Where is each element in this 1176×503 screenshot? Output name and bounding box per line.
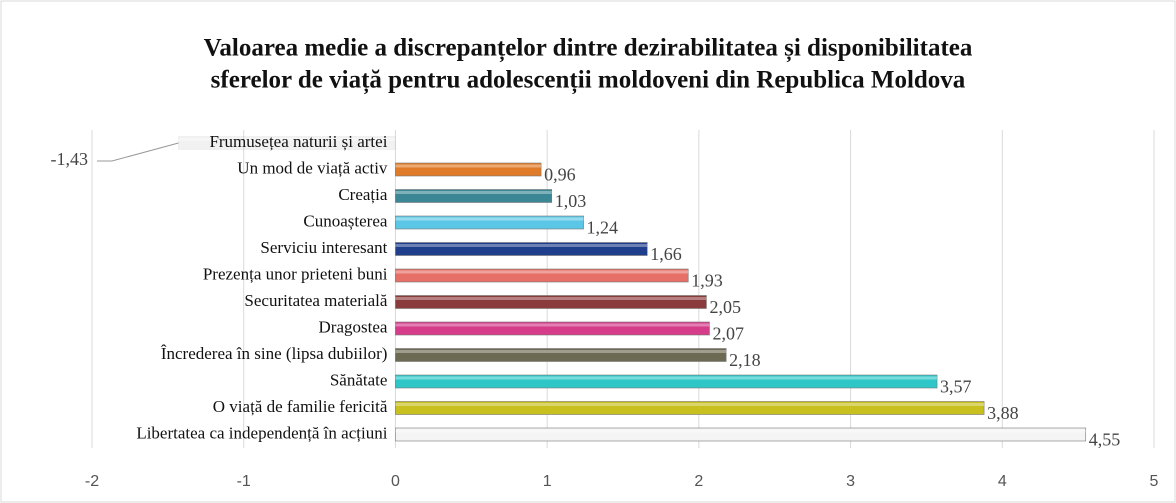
category-label: Creația [338,185,388,204]
x-tick-label: -1 [237,473,251,490]
category-label: Securitatea materială [244,291,387,310]
bar [395,162,542,177]
x-tick-label: 0 [391,473,400,490]
category-label: Serviciu interesant [260,238,387,257]
bar [395,215,584,230]
x-tick-label: 3 [846,473,855,490]
bar-highlight [395,350,727,353]
category-label: Încrederea în sine (lipsa dubiilor) [161,344,388,363]
value-label: -1,43 [51,149,89,169]
category-label: Dragostea [319,317,388,336]
bar-highlight [395,429,1086,433]
value-label: 1,03 [555,191,587,211]
bar-highlight [395,164,542,168]
bar-highlight [395,323,710,327]
value-label: 1,66 [650,244,682,264]
bar [395,348,727,362]
x-tick-label: 5 [1150,473,1159,490]
bar-highlight [395,244,648,247]
bar [395,189,552,203]
x-tick-label: 4 [998,473,1007,490]
bar-highlight [395,191,552,194]
bar [395,321,710,336]
category-label: Libertatea ca independență în acțiuni [136,423,387,442]
value-label: 3,57 [940,377,972,397]
bar [395,374,938,389]
bar-highlight [178,138,396,141]
category-label: Cunoașterea [303,211,387,230]
bar-highlight [395,270,689,274]
category-label: Un mod de viață activ [237,158,388,177]
category-label: O viață de familie fericită [213,397,388,416]
bar [395,242,648,256]
value-label: 2,07 [712,324,744,344]
leader-line [97,142,179,162]
bar-highlight [395,376,938,380]
value-label: 1,93 [691,271,723,291]
bar-highlight [395,403,985,406]
bar [395,295,707,309]
category-label: Frumusețea naturii și artei [209,132,387,151]
category-label: Sănătate [330,370,388,389]
category-label: Prezența unor prieteni buni [203,264,388,283]
bar [395,268,689,283]
chart-title: Valoarea medie a discrepanțelor dintre d… [204,35,973,63]
bar [395,401,985,415]
x-tick-label: 1 [543,473,552,490]
value-label: 1,24 [587,218,619,238]
value-label: 4,55 [1089,430,1121,450]
x-tick-label: -2 [85,473,99,490]
value-label: 3,88 [987,403,1019,423]
x-tick-label: 2 [694,473,703,490]
value-label: 2,05 [709,297,741,317]
bar [395,427,1087,442]
bar-highlight [395,297,707,300]
value-label: 2,18 [729,350,761,370]
chart-title: sferelor de viață pentru adolescenții mo… [211,67,966,95]
value-label: 0,96 [544,165,576,185]
bar-highlight [395,217,584,221]
